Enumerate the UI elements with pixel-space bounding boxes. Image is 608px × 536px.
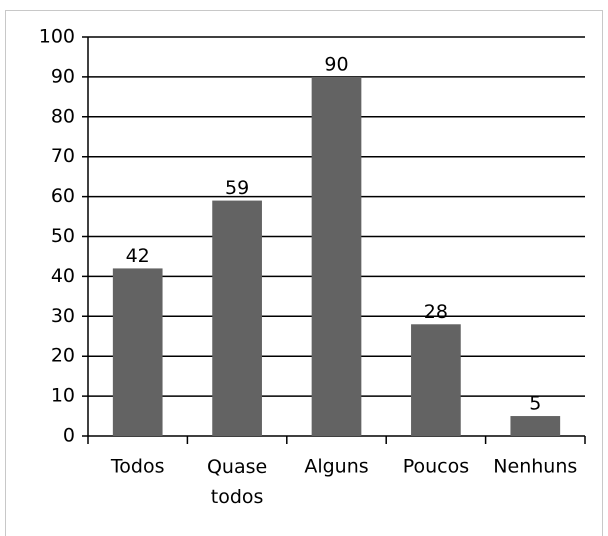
data-label: 59 — [225, 177, 249, 199]
data-label: 28 — [424, 301, 448, 323]
y-tick-label: 80 — [51, 105, 75, 127]
bar — [112, 268, 163, 436]
x-tick-label: Todos — [110, 456, 165, 478]
bar — [411, 324, 461, 436]
y-tick-label: 0 — [63, 425, 75, 447]
x-tick-label: Alguns — [304, 456, 368, 478]
bar — [510, 416, 561, 436]
data-label: 90 — [324, 53, 348, 75]
frame — [5, 10, 603, 536]
x-tick-label: Poucos — [403, 456, 469, 478]
y-tick-label: 10 — [51, 385, 75, 407]
y-tick-label: 70 — [51, 145, 75, 167]
x-tick-label: Nenhuns — [493, 456, 577, 478]
y-tick-label: 100 — [39, 26, 75, 48]
y-tick-label: 50 — [51, 225, 75, 247]
x-tick-label: Quase todos — [207, 456, 267, 508]
y-tick-label: 60 — [51, 185, 75, 207]
bar — [311, 76, 362, 437]
y-tick-label: 20 — [51, 345, 75, 367]
data-label: 5 — [529, 393, 541, 415]
y-tick-label: 30 — [51, 305, 75, 327]
data-label: 42 — [126, 245, 150, 267]
y-tick-label: 40 — [51, 265, 75, 287]
y-tick-label: 90 — [51, 65, 75, 87]
bar — [212, 200, 262, 436]
